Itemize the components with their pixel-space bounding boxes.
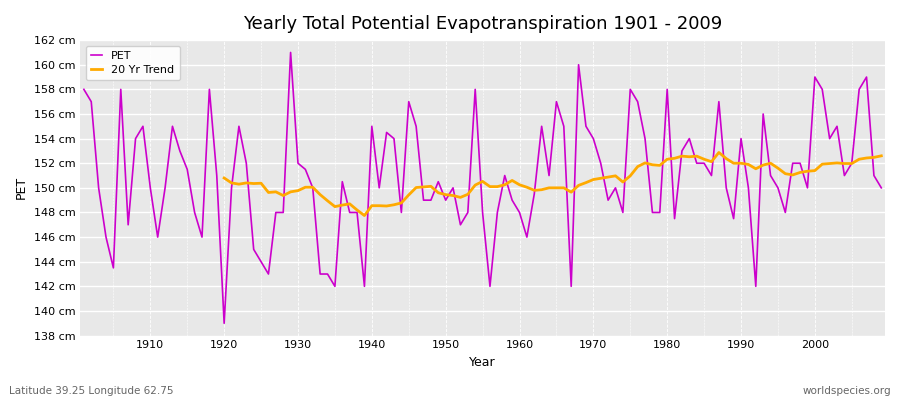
20 Yr Trend [308, 185, 319, 190]
PET [521, 235, 532, 240]
PET [359, 284, 370, 289]
PET [617, 210, 628, 215]
PET [78, 87, 89, 92]
20 Yr Trend [795, 170, 806, 175]
PET [138, 124, 148, 129]
PET [315, 272, 326, 276]
Legend: PET, 20 Yr Trend: PET, 20 Yr Trend [86, 46, 180, 80]
Title: Yearly Total Potential Evapotranspiration 1901 - 2009: Yearly Total Potential Evapotranspiratio… [243, 15, 722, 33]
20 Yr Trend [426, 184, 436, 189]
20 Yr Trend [684, 154, 695, 159]
20 Yr Trend [861, 156, 872, 160]
X-axis label: Year: Year [469, 356, 496, 369]
Text: worldspecies.org: worldspecies.org [803, 386, 891, 396]
Text: Latitude 39.25 Longitude 62.75: Latitude 39.25 Longitude 62.75 [9, 386, 174, 396]
Line: PET: PET [84, 52, 881, 323]
PET [876, 186, 886, 190]
20 Yr Trend [780, 171, 791, 176]
20 Yr Trend [219, 176, 230, 180]
PET [219, 321, 230, 326]
PET [529, 192, 540, 196]
20 Yr Trend [714, 150, 724, 155]
20 Yr Trend [876, 154, 886, 158]
Y-axis label: PET: PET [15, 176, 28, 200]
20 Yr Trend [359, 213, 370, 218]
Line: 20 Yr Trend: 20 Yr Trend [224, 152, 881, 216]
PET [285, 50, 296, 55]
